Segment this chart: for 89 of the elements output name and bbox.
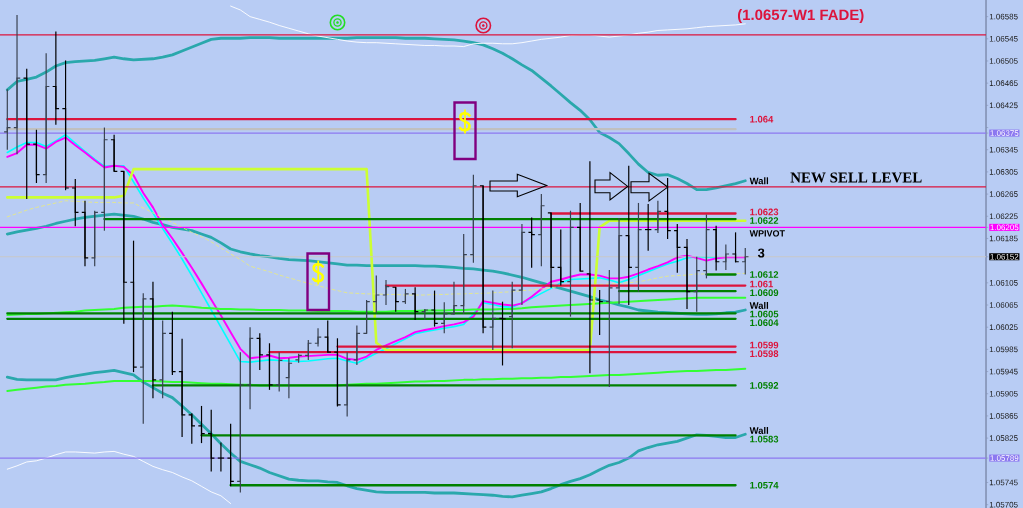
- candlestick: [217, 441, 225, 472]
- series-label: 1.0609: [750, 289, 779, 297]
- candlestick: [314, 327, 322, 348]
- candlestick: [722, 243, 730, 271]
- candlestick: [149, 281, 157, 399]
- candlestick: [382, 279, 390, 306]
- candlestick: [440, 301, 449, 334]
- candlestick: [654, 200, 662, 234]
- candlestick: [343, 351, 351, 418]
- series-label: Wall: [749, 177, 769, 185]
- candlestick: [71, 178, 80, 227]
- candlestick: [615, 217, 623, 305]
- candlestick: [139, 292, 148, 425]
- candlestick: [595, 289, 604, 336]
- candlestick: [508, 281, 517, 349]
- series-label: 1.0604: [750, 319, 779, 327]
- candlestick: [605, 269, 614, 388]
- candlestick: [518, 223, 526, 306]
- ref-line-label: (1.0657-W1 FADE): [737, 9, 864, 24]
- candlestick: [450, 281, 458, 316]
- series-label: 1.0623: [750, 208, 779, 216]
- text: 3: [757, 248, 765, 258]
- candlestick: [100, 126, 109, 232]
- candlestick: [323, 319, 332, 353]
- candlestick: [362, 299, 371, 334]
- candlestick: [285, 357, 293, 399]
- series-label: 1.0574: [750, 481, 779, 489]
- candlestick: [255, 332, 264, 371]
- candlestick: [712, 225, 720, 272]
- candlestick: [683, 238, 691, 310]
- candlestick: [236, 351, 245, 494]
- candlestick: [411, 286, 419, 321]
- candlestick: [430, 289, 439, 328]
- candlestick: [275, 351, 283, 393]
- candlestick: [634, 202, 643, 293]
- candlestick: [498, 301, 507, 367]
- candlestick: [158, 319, 167, 399]
- candlestick: [42, 52, 50, 184]
- candlestick: [576, 202, 585, 272]
- series-label: 1.0622: [750, 217, 779, 224]
- candlestick: [527, 216, 536, 269]
- candlestick: [90, 210, 99, 267]
- series-label: 1.0599: [750, 341, 779, 349]
- series-label: Wall: [749, 427, 769, 434]
- candlestick: [81, 200, 89, 267]
- series-label: 1.061: [750, 280, 774, 288]
- candlestick: [353, 324, 361, 366]
- candlestick: [226, 423, 235, 487]
- candlestick: [129, 240, 138, 373]
- candlestick: [731, 231, 740, 263]
- series-label: 1.0612: [750, 271, 779, 278]
- candlestick: [692, 256, 701, 313]
- candlestick: [52, 30, 60, 126]
- candlestick: [333, 337, 342, 408]
- candlestick: [566, 210, 575, 318]
- candlestick: [556, 228, 565, 287]
- series-label: 1.0592: [750, 382, 779, 389]
- candlestick: [391, 286, 400, 313]
- candlestick: [673, 223, 682, 274]
- candlestick: [13, 14, 21, 155]
- ref-line-label: WPIVOT: [749, 230, 785, 237]
- series-label: Wall: [749, 301, 769, 309]
- candlestick: [246, 326, 254, 410]
- ref-line-label: NEW SELL LEVEL: [790, 172, 922, 183]
- series-label: 1.0583: [750, 435, 779, 443]
- candlestick: [22, 68, 31, 200]
- candlestick: [207, 409, 216, 472]
- candlestick: [32, 129, 41, 184]
- candlestick: [120, 170, 128, 325]
- candlestick: [304, 339, 313, 361]
- candlestick: [372, 275, 381, 314]
- candlestick: [61, 59, 70, 191]
- candlestick: [168, 311, 177, 376]
- candlestick: [469, 174, 478, 264]
- series-label: 1.064: [750, 115, 774, 123]
- candlestick: [586, 160, 594, 374]
- candlestick: [110, 134, 118, 172]
- series-label: 1.0605: [750, 310, 779, 318]
- candlestick: [265, 342, 274, 391]
- candlestick: [547, 212, 555, 289]
- candlestick: [479, 185, 487, 334]
- candlestick: [702, 214, 711, 279]
- candlestick: [459, 233, 468, 315]
- candlestick: [178, 338, 186, 438]
- series-label: 1.0598: [750, 350, 779, 358]
- candlestick: [537, 193, 546, 267]
- candlestick: [197, 405, 206, 444]
- candlestick: [187, 412, 196, 445]
- candlestick: [3, 88, 12, 151]
